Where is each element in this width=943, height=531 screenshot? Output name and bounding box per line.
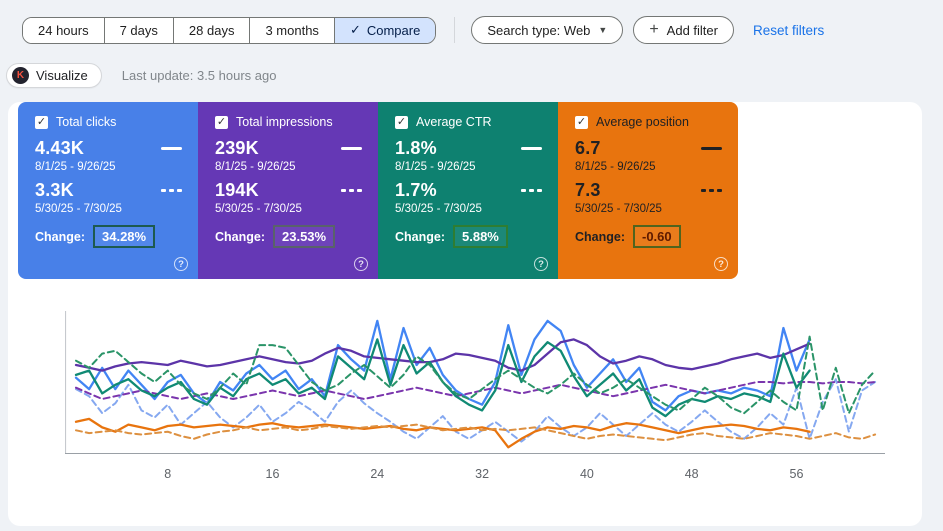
search-type-dropdown[interactable]: Search type: Web ▼ [471, 16, 624, 44]
current-value: 4.43K [35, 138, 85, 158]
checkbox-total-impressions[interactable]: ✓ [215, 115, 228, 129]
chevron-down-icon: ▼ [598, 25, 608, 35]
dashed-line-icon [341, 189, 362, 192]
checkbox-total-clicks[interactable]: ✓ [35, 115, 48, 129]
solid-line-icon [341, 147, 362, 150]
add-filter-button[interactable]: + Add filter [633, 16, 734, 44]
current-value: 1.8% [395, 138, 437, 158]
range-28-days-button[interactable]: 28 days [172, 17, 250, 43]
compare-button[interactable]: ✓ Compare [333, 17, 436, 43]
svg-text:8: 8 [164, 467, 171, 481]
change-value: 5.88% [453, 225, 508, 248]
date-range-segmented-control: 24 hours 7 days 28 days 3 months ✓ Compa… [22, 16, 437, 44]
checkbox-average-ctr[interactable]: ✓ [395, 115, 408, 129]
range-7-days-button[interactable]: 7 days [103, 17, 173, 43]
chart-svg: 8 16 24 32 40 48 56 [65, 311, 885, 481]
current-range: 8/1/25 - 9/26/25 [215, 161, 296, 173]
search-type-label: Search type: Web [487, 22, 591, 38]
help-icon[interactable]: ? [174, 257, 188, 271]
checkbox-average-position[interactable]: ✓ [575, 115, 588, 129]
reset-filters-link[interactable]: Reset filters [752, 22, 825, 38]
performance-panel: ✓ Total clicks 4.43K 8/1/25 - 9/26/25 3.… [8, 102, 922, 526]
card-label: Average CTR [416, 115, 492, 129]
current-range: 8/1/25 - 9/26/25 [395, 161, 476, 173]
card-label: Total clicks [56, 115, 117, 129]
visualize-button[interactable]: K Visualize [6, 62, 102, 88]
range-label: 7 days [119, 22, 158, 38]
current-range: 8/1/25 - 9/26/25 [575, 161, 656, 173]
toolbar-divider [454, 17, 456, 43]
last-update-text: Last update: 3.5 hours ago [121, 67, 277, 83]
metric-cards: ✓ Total clicks 4.43K 8/1/25 - 9/26/25 3.… [18, 102, 738, 279]
previous-range: 5/30/25 - 7/30/25 [215, 203, 302, 215]
solid-line-icon [521, 147, 542, 150]
svg-text:24: 24 [370, 467, 384, 481]
help-icon[interactable]: ? [714, 257, 728, 271]
change-value: -0.60 [633, 225, 681, 248]
previous-range: 5/30/25 - 7/30/25 [575, 203, 662, 215]
compare-label: Compare [366, 22, 421, 38]
change-label: Change: [35, 229, 85, 244]
plus-icon: + [649, 21, 659, 38]
keywords-extension-icon: K [12, 66, 29, 84]
card-average-ctr[interactable]: ✓ Average CTR 1.8% 8/1/25 - 9/26/25 1.7%… [378, 102, 558, 279]
change-label: Change: [215, 229, 265, 244]
range-24-hours-button[interactable]: 24 hours [23, 17, 104, 43]
svg-text:56: 56 [790, 467, 804, 481]
range-3-months-button[interactable]: 3 months [249, 17, 334, 43]
filters-toolbar: 24 hours 7 days 28 days 3 months ✓ Compa… [0, 0, 943, 44]
range-label: 3 months [265, 22, 319, 38]
range-label: 24 hours [38, 22, 89, 38]
solid-line-icon [701, 147, 722, 150]
card-average-position[interactable]: ✓ Average position 6.7 8/1/25 - 9/26/25 … [558, 102, 738, 279]
previous-value: 3.3K [35, 180, 74, 200]
check-icon: ✓ [349, 22, 361, 37]
change-label: Change: [395, 229, 445, 244]
card-label: Total impressions [236, 115, 333, 129]
previous-value: 194K [215, 180, 259, 200]
visualize-label: Visualize [36, 67, 88, 83]
previous-value: 1.7% [395, 180, 437, 200]
add-filter-label: Add filter [666, 22, 718, 38]
help-icon[interactable]: ? [534, 257, 548, 271]
svg-text:32: 32 [475, 467, 489, 481]
card-label: Average position [596, 115, 689, 129]
svg-text:16: 16 [266, 467, 280, 481]
svg-text:40: 40 [580, 467, 594, 481]
performance-line-chart[interactable]: 8 16 24 32 40 48 56 [65, 306, 922, 484]
current-value: 239K [215, 138, 259, 158]
help-icon[interactable]: ? [354, 257, 368, 271]
previous-range: 5/30/25 - 7/30/25 [35, 203, 122, 215]
solid-line-icon [161, 147, 182, 150]
change-value: 34.28% [93, 225, 156, 248]
card-total-impressions[interactable]: ✓ Total impressions 239K 8/1/25 - 9/26/2… [198, 102, 378, 279]
dashed-line-icon [521, 189, 542, 192]
svg-text:48: 48 [685, 467, 699, 481]
range-label: 28 days [188, 22, 235, 38]
status-bar: K Visualize Last update: 3.5 hours ago [0, 44, 943, 88]
previous-range: 5/30/25 - 7/30/25 [395, 203, 482, 215]
card-total-clicks[interactable]: ✓ Total clicks 4.43K 8/1/25 - 9/26/25 3.… [18, 102, 198, 279]
dashed-line-icon [701, 189, 722, 192]
dashed-line-icon [161, 189, 182, 192]
change-value: 23.53% [273, 225, 336, 248]
current-range: 8/1/25 - 9/26/25 [35, 161, 116, 173]
previous-value: 7.3 [575, 180, 601, 200]
current-value: 6.7 [575, 138, 601, 158]
change-label: Change: [575, 229, 625, 244]
